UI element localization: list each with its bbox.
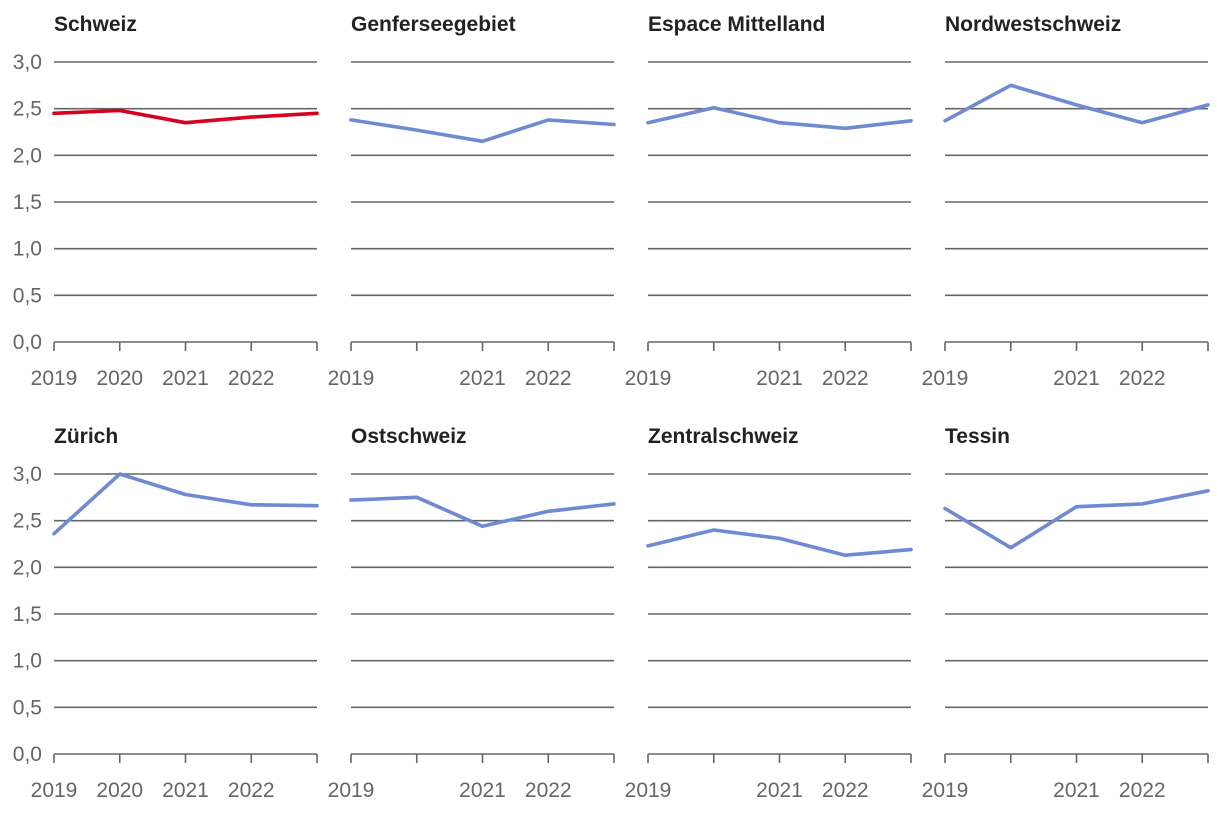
y-tick-label: 1,5 (13, 603, 42, 626)
x-tick-label: 2021 (459, 367, 506, 390)
y-tick-label: 1,0 (13, 238, 42, 261)
y-tick-label: 0,0 (13, 331, 42, 354)
panel-title: Genferseegebiet (351, 13, 516, 36)
panel-genferseegebiet: Genferseegebiet 2019 2021 2022 (328, 13, 616, 390)
y-tick-label: 2,0 (13, 556, 42, 579)
x-tick-label: 2020 (96, 367, 143, 390)
panel-zentralschweiz: Zentralschweiz 2019 2021 2022 (625, 425, 913, 802)
y-tick-label: 2,5 (13, 98, 42, 121)
x-tick-label: 2021 (162, 779, 209, 802)
y-tick-label: 1,0 (13, 650, 42, 673)
x-tick-label: 2021 (1053, 367, 1100, 390)
series-line (943, 83, 1210, 125)
panel-ostschweiz: Ostschweiz 2019 2021 2022 (328, 425, 616, 802)
x-tick-label: 2021 (756, 779, 803, 802)
x-tick-label: 2021 (1053, 779, 1100, 802)
x-tick-label: 2019 (922, 779, 969, 802)
series-line (646, 528, 913, 557)
panel-title: Schweiz (54, 13, 137, 36)
panel-title: Zürich (54, 425, 118, 448)
y-tick-label: 3,0 (13, 51, 42, 74)
y-tick-label: 2,0 (13, 144, 42, 167)
x-tick-label: 2019 (328, 779, 375, 802)
x-tick-label: 2021 (162, 367, 209, 390)
panel-title: Zentralschweiz (648, 425, 799, 448)
panel-title: Ostschweiz (351, 425, 467, 448)
y-tick-label: 0,5 (13, 696, 42, 719)
x-tick-label: 2019 (625, 367, 672, 390)
y-tick-label: 0,0 (13, 743, 42, 766)
y-tick-label: 0,5 (13, 284, 42, 307)
panel-nordwestschweiz: Nordwestschweiz 2019 2021 2022 (922, 13, 1210, 390)
series-line (943, 489, 1210, 550)
x-tick-label: 2021 (459, 779, 506, 802)
x-tick-label: 2022 (228, 779, 275, 802)
x-tick-label: 2020 (96, 779, 143, 802)
x-tick-label: 2019 (625, 779, 672, 802)
x-tick-label: 2022 (822, 779, 869, 802)
x-tick-label: 2019 (31, 779, 78, 802)
panel-title: Tessin (945, 425, 1010, 448)
panel-tessin: Tessin 2019 2021 2022 (922, 425, 1210, 802)
panel-schweiz: Schweiz 0,0 0,5 1,0 1,5 2,0 2,5 3,0 2019 2020 2021… (13, 13, 319, 390)
x-tick-label: 2019 (328, 367, 375, 390)
x-tick-label: 2022 (822, 367, 869, 390)
y-tick-label: 3,0 (13, 463, 42, 486)
x-tick-label: 2022 (228, 367, 275, 390)
series-line (646, 105, 913, 131)
panel-title: Espace Mittelland (648, 13, 825, 36)
x-tick-label: 2022 (525, 367, 572, 390)
y-tick-label: 2,5 (13, 510, 42, 533)
x-tick-label: 2022 (1119, 367, 1166, 390)
x-tick-label: 2019 (922, 367, 969, 390)
y-tick-label: 1,5 (13, 191, 42, 214)
series-line (349, 495, 616, 529)
series-line (349, 118, 616, 144)
panel-z-rich: Zürich 0,0 0,5 1,0 1,5 2,0 2,5 3,0 2019 2020 2021 2… (13, 425, 319, 802)
panel-espace-mittelland: Espace Mittelland 2019 2021 2022 (625, 13, 913, 390)
x-tick-label: 2021 (756, 367, 803, 390)
x-tick-label: 2022 (525, 779, 572, 802)
series-line (52, 108, 319, 125)
x-tick-label: 2022 (1119, 779, 1166, 802)
series-line (52, 472, 319, 536)
panel-title: Nordwestschweiz (945, 13, 1121, 36)
x-tick-label: 2019 (31, 367, 78, 390)
